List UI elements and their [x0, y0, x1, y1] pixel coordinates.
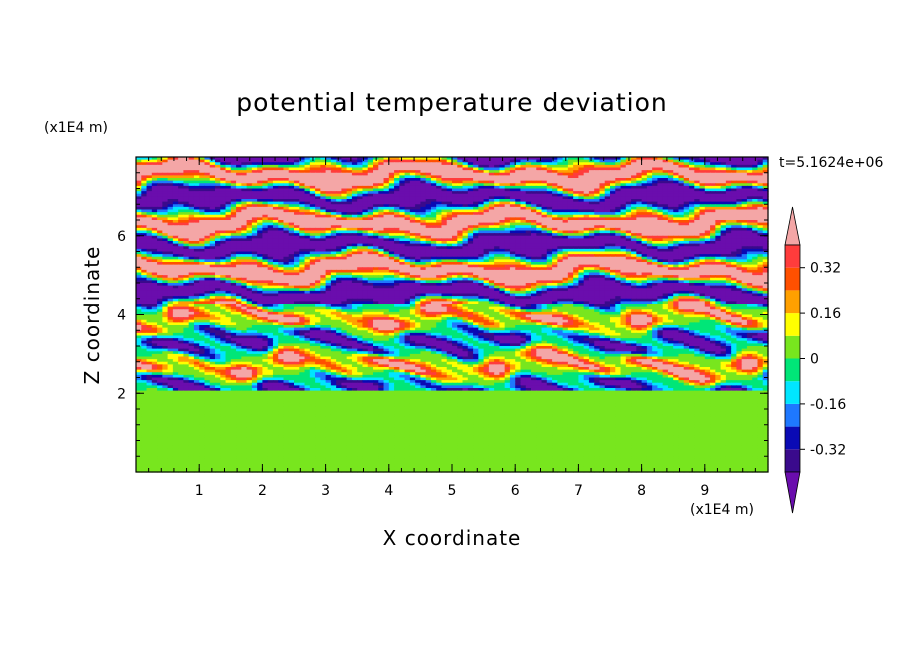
x-tick-label: 9	[700, 483, 709, 499]
colorbar-band	[785, 358, 800, 382]
x-axis-label: X coordinate	[382, 526, 522, 550]
colorbar-band	[785, 313, 800, 336]
y-tick-label: 6	[117, 229, 126, 245]
colorbar-tick-label: 0	[810, 352, 819, 368]
colorbar-band	[785, 335, 800, 359]
x-axis-unit: (x1E4 m)	[690, 502, 754, 518]
x-tick-label: 6	[511, 483, 520, 499]
y-tick-label: 4	[117, 308, 126, 324]
colorbar-band	[785, 267, 800, 291]
x-tick-label: 7	[574, 483, 583, 499]
time-label: t=5.1624e+06	[779, 155, 884, 171]
colorbar-band	[785, 426, 800, 450]
y-axis-unit: (x1E4 m)	[44, 120, 108, 136]
heatmap-field	[136, 157, 769, 473]
colorbar-tick-label: 0.32	[810, 261, 841, 277]
x-tick-label: 3	[321, 483, 330, 499]
colorbar-band	[785, 245, 800, 268]
y-tick-label: 2	[117, 386, 126, 402]
colorbar-tick-label: 0.16	[810, 306, 841, 322]
chart-title: potential temperature deviation	[236, 88, 668, 117]
x-tick-label: 4	[384, 483, 393, 499]
x-tick-label: 5	[448, 483, 457, 499]
colorbar-band	[785, 449, 800, 472]
colorbar-tick-label: -0.32	[810, 442, 846, 458]
x-tick-label: 8	[637, 483, 646, 499]
colorbar-tick-label: -0.16	[810, 397, 846, 413]
colorbar-band	[785, 381, 800, 404]
x-tick-label: 2	[258, 483, 267, 499]
colorbar-band	[785, 290, 800, 314]
colorbar-extend-min	[784, 471, 801, 514]
colorbar-band	[785, 403, 800, 427]
colorbar-extend-max	[784, 206, 801, 246]
x-tick-label: 1	[195, 483, 204, 499]
